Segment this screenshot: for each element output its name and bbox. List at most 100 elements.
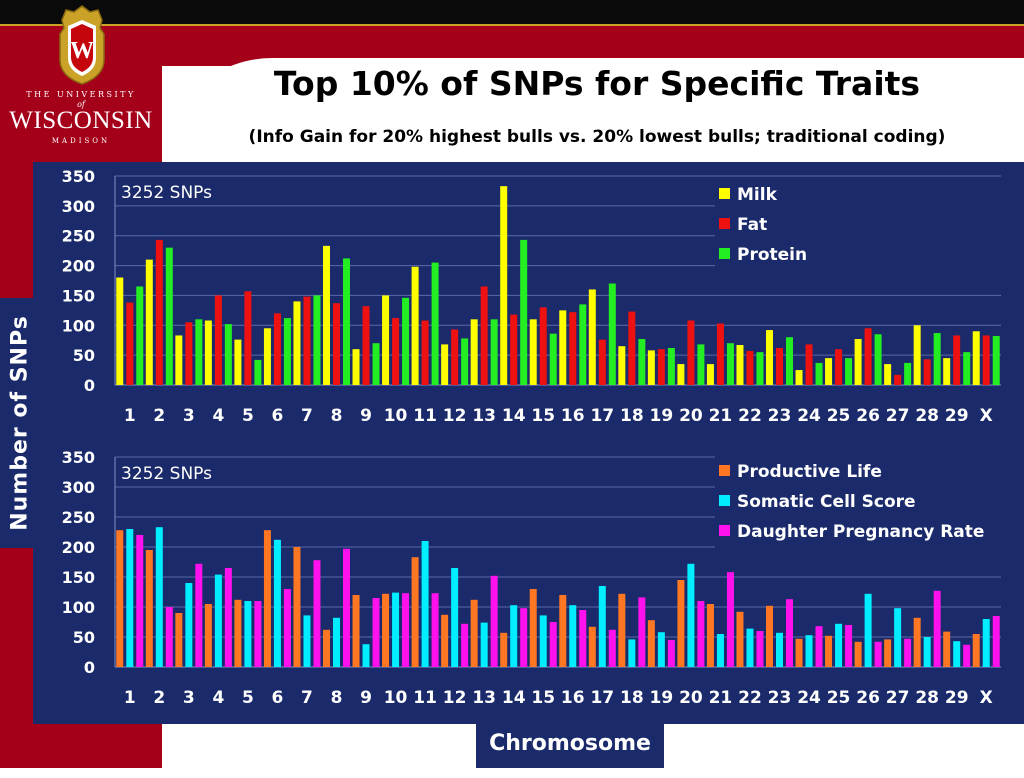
bar-2-s3-c27 (904, 638, 912, 667)
bar-2-s2-c22 (746, 628, 754, 667)
bar-1-s3-c12 (461, 338, 469, 385)
bar-2-s1-c8 (323, 629, 330, 667)
bar-2-s3-c8 (343, 548, 350, 667)
x-tick-label: 23 (768, 688, 792, 708)
bar-1-s1-c5 (234, 339, 242, 385)
bar-2-s2-c25 (835, 623, 843, 667)
bar-2-s1-c7 (293, 547, 301, 667)
legend-swatch (719, 188, 730, 199)
bar-1-s1-c13 (470, 319, 478, 385)
bar-2-s2-c23 (776, 632, 783, 667)
bar-2-s2-c20 (687, 563, 695, 667)
bar-1-s1-c27 (884, 364, 892, 385)
bar-2-s3-c11 (431, 593, 439, 667)
x-tick-label: 2 (153, 406, 165, 426)
bar-1-s3-c25 (845, 358, 853, 385)
bar-2-s3-c22 (756, 631, 764, 667)
x-tick-label: 17 (590, 688, 614, 708)
y-tick-label: 200 (62, 257, 95, 276)
bar-2-s2-c2 (155, 527, 163, 667)
bar-1-s3-c28 (933, 333, 941, 385)
bar-1-s1-c26 (854, 339, 862, 385)
bar-2-s1-c18 (618, 593, 626, 667)
bar-2-s1-c16 (559, 595, 567, 667)
bar-1-s1-c25 (825, 358, 833, 385)
bar-2-s3-c18 (638, 597, 646, 667)
bar-1-s1-c21 (706, 364, 714, 385)
x-tick-label: 23 (768, 406, 792, 426)
y-tick-label: 300 (62, 197, 95, 216)
bar-1-s2-c4 (214, 295, 222, 385)
crest-icon: W (59, 5, 105, 85)
bar-1-s2-c3 (185, 322, 193, 385)
legend-swatch (719, 525, 730, 536)
x-tick-label: 15 (531, 406, 555, 426)
snp-count-annotation: 3252 SNPs (121, 183, 212, 203)
bar-1-s2-c16 (569, 312, 577, 385)
bar-1-s2-c23 (776, 347, 783, 385)
bar-1-s1-c19 (647, 350, 655, 385)
bar-1-s1-c9 (352, 349, 360, 385)
bar-2-s3-c21 (726, 572, 734, 667)
bar-1-s1-c14 (500, 186, 508, 385)
x-tick-label: 5 (242, 406, 254, 426)
bar-1-s2-c10 (392, 318, 400, 385)
x-tick-label: 26 (856, 406, 880, 426)
gold-divider (0, 24, 1024, 26)
top-bar (0, 0, 1024, 24)
bar-1-s3-c9 (372, 343, 380, 385)
bar-1-s2-c30 (982, 335, 990, 385)
x-tick-label: 2 (153, 688, 165, 708)
bar-1-s1-c23 (766, 330, 773, 385)
bar-2-s2-c12 (451, 568, 459, 667)
y-tick-label: 250 (62, 508, 95, 527)
bar-2-s2-c18 (628, 639, 636, 667)
bar-2-s2-c9 (362, 644, 370, 667)
bar-1-s1-c18 (618, 346, 626, 385)
x-tick-label: 16 (561, 406, 585, 426)
bar-2-s3-c14 (520, 608, 528, 667)
bar-1-s3-c24 (815, 362, 823, 385)
bar-1-s2-c9 (362, 306, 370, 385)
bar-2-s1-c22 (736, 611, 744, 667)
bar-1-s2-c24 (805, 344, 813, 385)
bar-2-s1-c24 (795, 638, 803, 667)
bar-1-s1-c2 (145, 259, 153, 385)
bar-2-s1-c4 (204, 604, 212, 667)
bar-1-s1-c22 (736, 344, 744, 385)
bar-1-s3-c13 (490, 319, 498, 385)
bar-1-s2-c7 (303, 296, 311, 385)
bar-2-s3-c1 (136, 535, 144, 667)
bar-2-s2-c11 (421, 541, 429, 667)
bar-1-s3-c5 (254, 359, 262, 385)
bar-1-s3-c7 (313, 295, 321, 385)
bar-1-s2-c1 (126, 302, 134, 385)
bar-1-s3-c18 (638, 339, 646, 385)
bar-1-s2-c18 (628, 311, 636, 385)
x-tick-label: 21 (709, 406, 733, 426)
x-tick-label: 24 (797, 688, 821, 708)
bar-2-s3-c5 (254, 601, 262, 667)
x-tick-label: 11 (413, 688, 437, 708)
bar-2-s2-c16 (569, 605, 577, 667)
bar-1-s1-c16 (559, 310, 567, 385)
bar-1-s2-c8 (333, 303, 340, 385)
bar-2-s3-c26 (874, 641, 882, 667)
bar-1-s2-c2 (155, 239, 163, 385)
legend-swatch (719, 218, 730, 229)
bar-1-s1-c8 (323, 245, 330, 385)
bar-2-s1-c15 (529, 589, 537, 667)
y-tick-label: 0 (84, 376, 95, 395)
y-tick-label: 150 (62, 568, 95, 587)
x-tick-label: 24 (797, 406, 821, 426)
legend-bg (715, 455, 1005, 553)
y-axis-label-box (0, 298, 40, 548)
x-tick-label: 22 (738, 406, 762, 426)
x-tick-label: 1 (124, 688, 136, 708)
x-tick-label: 4 (212, 406, 224, 426)
slide-title: Top 10% of SNPs for Specific Traits (273, 64, 921, 103)
x-tick-label: 18 (620, 406, 644, 426)
bar-2-s1-c11 (411, 557, 419, 667)
y-tick-label: 100 (62, 598, 95, 617)
